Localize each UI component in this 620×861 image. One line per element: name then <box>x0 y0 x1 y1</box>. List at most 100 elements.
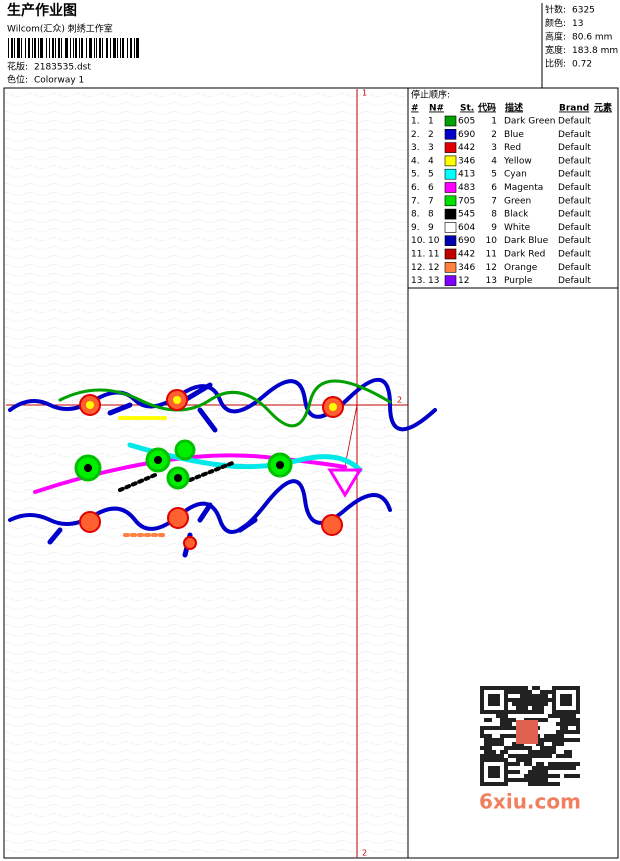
qr-cell <box>552 738 556 742</box>
cell: Cyan <box>504 170 527 180</box>
qr-cell <box>488 754 492 758</box>
qr-cell <box>576 722 580 726</box>
qr-cell <box>540 698 544 702</box>
bar-line <box>11 38 13 58</box>
qr-cell <box>508 690 512 694</box>
qr-cell <box>520 694 524 698</box>
qr-cell <box>500 722 504 726</box>
qr-cell <box>556 714 560 718</box>
qr-cell <box>544 766 548 770</box>
stat-value: 0.72 <box>572 60 592 70</box>
qr-cell <box>480 770 484 774</box>
bar-line <box>122 38 124 58</box>
qr-cell <box>520 746 524 750</box>
cell: 483 <box>458 183 475 193</box>
qr-cell <box>564 710 568 714</box>
qr-cell <box>552 742 556 746</box>
qr-cell <box>560 714 564 718</box>
cell: 7 <box>428 196 434 206</box>
qr-cell <box>528 710 532 714</box>
design-value: 2183535.dst <box>34 63 91 73</box>
qr-cell <box>564 718 568 722</box>
qr-cell <box>536 706 540 710</box>
qr-cell <box>548 698 552 702</box>
bar-line <box>73 38 74 58</box>
qr-cell <box>536 778 540 782</box>
qr-cell <box>488 782 492 786</box>
cell: Yellow <box>503 156 532 166</box>
qr-cell <box>548 714 552 718</box>
qr-cell <box>504 702 508 706</box>
swatch <box>444 129 457 140</box>
qr-cell <box>508 726 512 730</box>
qr-cell <box>516 778 520 782</box>
qr-cell <box>564 722 568 726</box>
qr-cell <box>512 778 516 782</box>
qr-cell <box>536 694 540 698</box>
qr-cell <box>520 706 524 710</box>
qr-cell <box>544 746 548 750</box>
qr-cell <box>540 774 544 778</box>
qr-cell <box>500 686 504 690</box>
qr-cell <box>560 726 564 730</box>
stat-label: 高度: <box>545 31 566 43</box>
bar-line <box>17 38 20 58</box>
qr-cell <box>508 746 512 750</box>
qr-cell <box>508 778 512 782</box>
cell: 2. <box>411 130 420 140</box>
qr-cell <box>568 750 572 754</box>
qr-cell <box>488 746 492 750</box>
bar-line <box>96 38 97 58</box>
qr-cell <box>576 726 580 730</box>
qr-cell <box>564 774 568 778</box>
cell: 4 <box>428 156 434 166</box>
bar-line <box>110 38 111 58</box>
stats: 针数: 6325 颜色: 13 高度: 80.6 mm 宽度: 183.8 mm 比例: 0.72 <box>545 4 618 70</box>
qr-cell <box>560 698 564 702</box>
qr-cell <box>536 766 540 770</box>
qr-cell <box>532 750 536 754</box>
qr-cell <box>500 742 504 746</box>
qr-cell <box>576 702 580 706</box>
qr-cell <box>524 706 528 710</box>
qr-cell <box>504 698 508 702</box>
table-caption: 停止顺序: <box>411 89 450 101</box>
cell: White <box>504 223 531 233</box>
qr-cell <box>480 706 484 710</box>
qr-cell <box>512 746 516 750</box>
qr-cell <box>488 774 492 778</box>
qr-cell <box>568 730 572 734</box>
cell: 705 <box>458 196 475 206</box>
cell: 9 <box>428 223 434 233</box>
qr-cell <box>532 782 536 786</box>
qr-cell <box>520 710 524 714</box>
qr-cell <box>500 710 504 714</box>
qr-cell <box>568 766 572 770</box>
bar-line <box>117 38 118 58</box>
qr-cell <box>568 698 572 702</box>
swatch <box>444 222 457 233</box>
bar-line <box>102 38 103 58</box>
qr-cell <box>516 754 520 758</box>
qr-cell <box>512 690 516 694</box>
qr-cell <box>564 738 568 742</box>
bar-line <box>52 38 54 58</box>
cell: Default <box>558 223 591 233</box>
bar-line <box>14 38 15 58</box>
qr-cell <box>544 718 548 722</box>
qr-cell <box>532 774 536 778</box>
qr-cell <box>556 754 560 758</box>
qr-cell <box>528 698 532 702</box>
qr-cell <box>528 746 532 750</box>
qr-cell <box>576 718 580 722</box>
qr-cell <box>484 746 488 750</box>
cell: Red <box>504 143 521 153</box>
bar-line <box>8 38 9 58</box>
column-header: 代码 <box>477 102 496 114</box>
qr-cell <box>528 762 532 766</box>
qr-cell <box>544 770 548 774</box>
stat-label: 针数: <box>545 4 566 16</box>
qr-cell <box>560 710 564 714</box>
qr-cell <box>504 758 508 762</box>
qr-cell <box>500 758 504 762</box>
